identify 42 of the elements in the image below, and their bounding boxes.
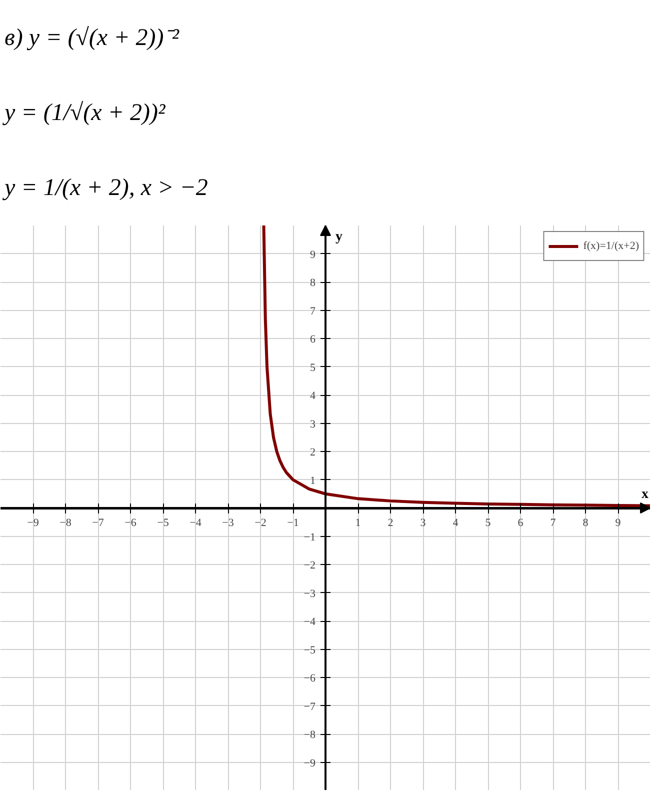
- y-tick-label: 6: [310, 334, 316, 346]
- y-tick-label: 7: [310, 305, 316, 318]
- x-tick-label: −5: [157, 517, 170, 529]
- x-tick-label: −9: [27, 517, 40, 529]
- y-tick-label: 4: [310, 390, 316, 402]
- x-tick-label: −1: [287, 517, 299, 529]
- y-tick-label: 8: [310, 277, 316, 289]
- y-tick-label: −1: [304, 531, 316, 544]
- legend-label: f(x)=1/(x+2): [583, 240, 639, 252]
- y-axis-title: y: [336, 230, 342, 244]
- x-tick-label: 7: [550, 517, 556, 529]
- y-tick-label: −7: [304, 700, 316, 713]
- y-tick-label: 5: [310, 362, 316, 374]
- y-tick-label: 1: [310, 474, 316, 487]
- y-tick-label: 3: [310, 418, 316, 430]
- y-tick-label: −6: [304, 672, 316, 684]
- x-tick-label: −2: [254, 517, 266, 529]
- x-tick-label: 6: [518, 517, 524, 529]
- x-tick-label: −3: [222, 517, 234, 529]
- y-tick-label: 2: [310, 446, 316, 458]
- x-tick-label: 8: [582, 517, 589, 529]
- text: в) y = (√(x + 2))⁻²: [4, 25, 180, 51]
- x-tick-label: −4: [190, 517, 202, 529]
- x-axis-title: x: [642, 487, 648, 502]
- y-tick-label: −9: [304, 757, 316, 770]
- x-tick-label: −7: [92, 517, 104, 529]
- y-tick-label: −2: [304, 560, 316, 572]
- x-tick-label: 2: [388, 517, 394, 529]
- y-tick-label: −5: [304, 644, 316, 656]
- x-tick-label: −6: [124, 517, 137, 529]
- y-tick-label: −8: [304, 729, 316, 741]
- x-tick-label: 5: [485, 517, 492, 529]
- text: y = 1/(x + 2), x > −2: [2, 175, 208, 201]
- y-tick-label: −4: [304, 616, 316, 628]
- x-tick-label: −8: [60, 517, 72, 529]
- x-tick-label: 4: [452, 517, 459, 529]
- x-tick-label: 9: [615, 517, 622, 529]
- text: y = (1/√(x + 2))²: [2, 100, 166, 126]
- y-tick-label: −3: [304, 588, 316, 600]
- y-tick-label: 9: [310, 248, 316, 261]
- x-tick-label: 3: [420, 517, 426, 529]
- x-tick-label: 1: [355, 517, 361, 529]
